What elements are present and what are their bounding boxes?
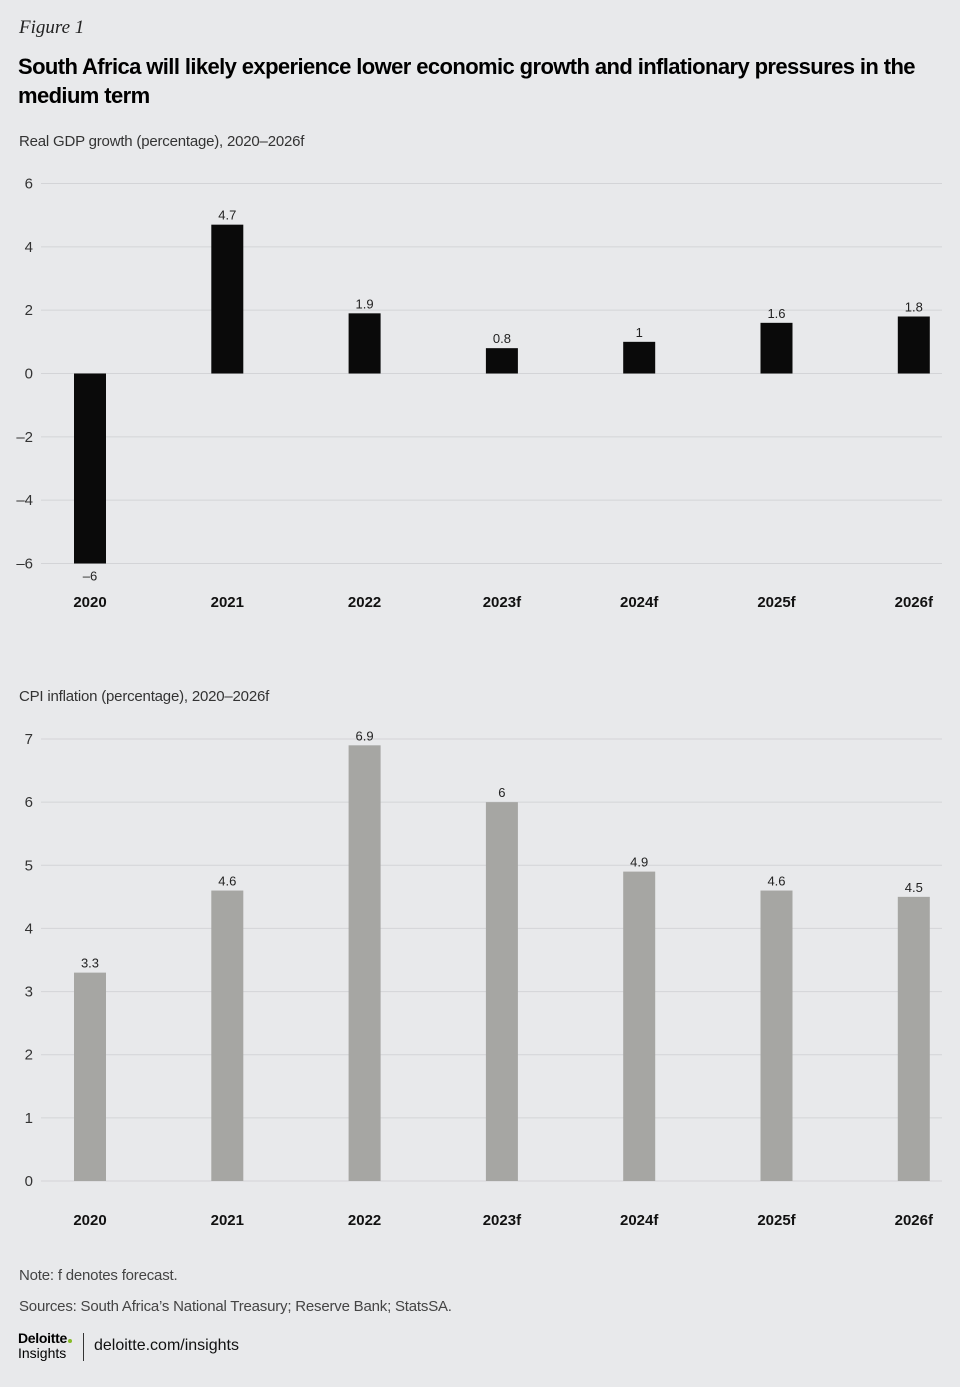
y-tick-label: –2 <box>16 429 33 446</box>
data-label-2024f: 4.9 <box>630 855 648 870</box>
x-category-label: 2023f <box>483 594 522 611</box>
logo-subtext: Insights <box>18 1345 67 1361</box>
logo-dot-icon <box>67 1339 72 1343</box>
cpi-bar-chart: 7 6 5 4 3 2 1 0 3.3 2020 4.6 2021 6.9 2022 6 2023f 4.9 20… <box>25 728 942 1229</box>
x-category-label: 2021 <box>211 594 244 611</box>
y-tick-label: 6 <box>25 176 33 193</box>
y-tick-label: 0 <box>25 1173 33 1190</box>
data-label-2021: 4.6 <box>218 874 236 889</box>
bar-2026f <box>897 896 930 1181</box>
y-tick-label: 2 <box>25 1047 33 1064</box>
gdp-chart-title: Real GDP growth (percentage), 2020–2026f <box>19 133 305 150</box>
y-tick-label: 6 <box>25 794 33 811</box>
data-label-2026f: 1.8 <box>905 300 923 315</box>
x-category-label: 2021 <box>211 1212 244 1229</box>
data-label-2020: –6 <box>83 569 97 584</box>
insights-link[interactable]: deloitte.com/insights <box>94 1337 239 1354</box>
deloitte-insights-logo[interactable]: Deloitte Insights <box>18 1331 72 1360</box>
y-tick-label: 4 <box>25 239 33 256</box>
y-tick-label: 7 <box>25 731 33 748</box>
bar-2025f <box>760 322 793 374</box>
bar-2024f <box>623 871 656 1181</box>
bar-2025f <box>760 890 793 1181</box>
x-category-label: 2022 <box>348 1212 381 1229</box>
y-tick-label: 0 <box>25 366 33 383</box>
bar-2023f <box>485 348 518 374</box>
y-tick-label: 1 <box>25 1110 33 1127</box>
data-label-2026f: 4.5 <box>905 880 923 895</box>
data-label-2020: 3.3 <box>81 956 99 971</box>
x-category-label: 2022 <box>348 594 381 611</box>
y-tick-label: 2 <box>25 302 33 319</box>
page-title: South Africa will likely experience lowe… <box>18 54 916 108</box>
y-tick-label: –4 <box>16 492 33 509</box>
x-category-label: 2023f <box>483 1212 522 1229</box>
data-label-2021: 4.7 <box>218 208 236 223</box>
data-label-2022: 1.9 <box>356 296 374 311</box>
y-tick-label: –6 <box>16 556 33 573</box>
data-label-2023f: 0.8 <box>493 331 511 346</box>
data-label-2025f: 1.6 <box>767 306 785 321</box>
bar-2023f <box>485 802 518 1181</box>
y-tick-label: 5 <box>25 857 33 874</box>
x-category-label: 2024f <box>620 594 659 611</box>
bar-2020 <box>74 373 106 564</box>
x-category-label: 2026f <box>895 594 934 611</box>
y-tick-label: 4 <box>25 920 33 937</box>
x-category-label: 2026f <box>895 1212 934 1229</box>
cpi-chart-title: CPI inflation (percentage), 2020–2026f <box>19 688 270 705</box>
y-tick-label: 3 <box>25 984 33 1001</box>
bar-2021 <box>211 224 244 374</box>
x-category-label: 2024f <box>620 1212 659 1229</box>
bar-2020 <box>74 972 106 1181</box>
bar-2024f <box>623 341 656 374</box>
figure-label: Figure 1 <box>19 17 85 38</box>
bar-2021 <box>211 890 244 1181</box>
x-category-label: 2020 <box>73 594 106 611</box>
x-category-label: 2025f <box>757 1212 796 1229</box>
chart-sources: Sources: South Africa’s National Treasur… <box>19 1298 452 1315</box>
logo-wordmark: Deloitte <box>18 1330 67 1346</box>
data-label-2023f: 6 <box>498 785 505 800</box>
footer-divider <box>83 1333 84 1361</box>
data-label-2022: 6.9 <box>356 728 374 743</box>
x-category-label: 2020 <box>73 1212 106 1229</box>
bar-2022 <box>348 313 381 374</box>
gdp-bar-chart: 6 4 2 0 –2 –4 –6 –6 2020 4.7 2021 1.9 2022 0.8 2023f 1 2… <box>16 176 942 611</box>
data-label-2025f: 4.6 <box>767 874 785 889</box>
chart-note: Note: f denotes forecast. <box>19 1267 178 1284</box>
x-category-label: 2025f <box>757 594 796 611</box>
bar-2022 <box>348 745 381 1181</box>
bar-2026f <box>897 316 930 374</box>
data-label-2024f: 1 <box>636 325 643 340</box>
